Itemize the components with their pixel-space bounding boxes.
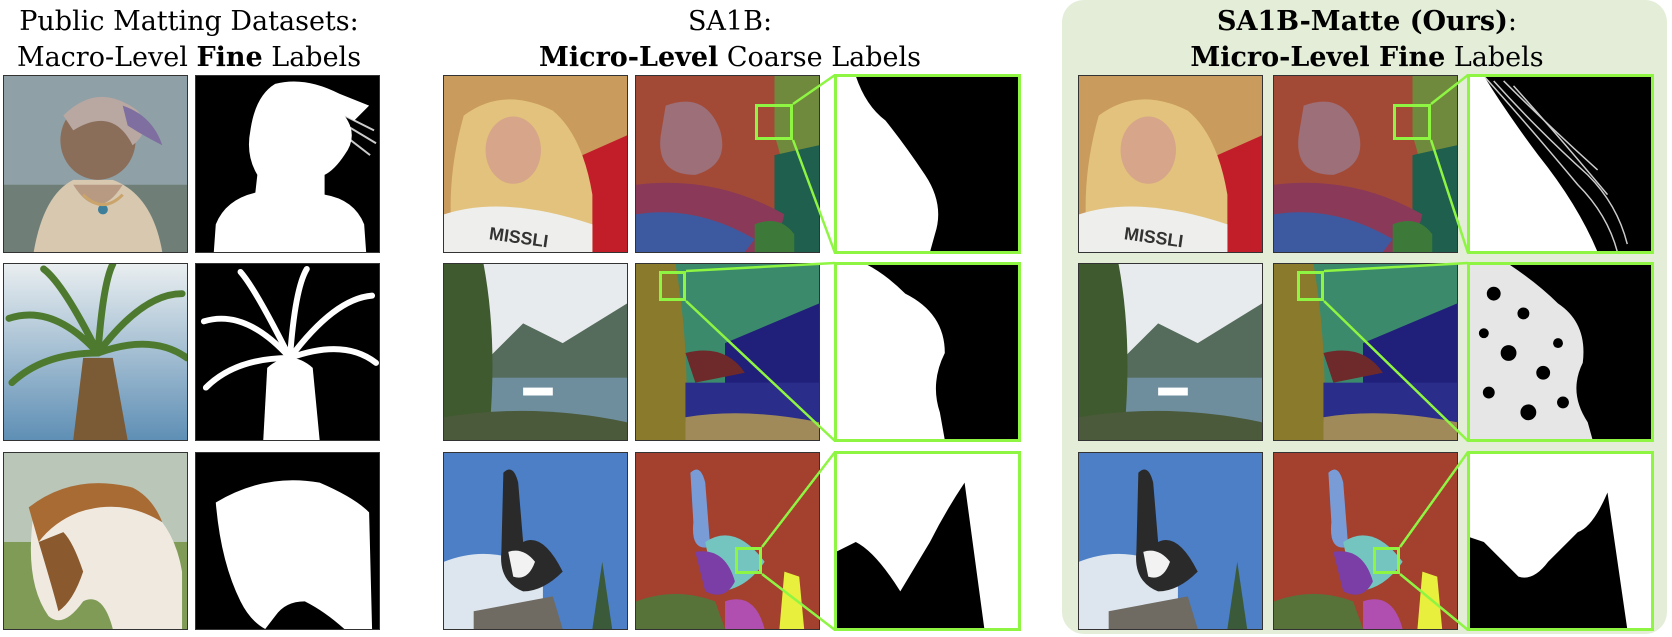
sa1b-row1-zoom-frame [834, 74, 1021, 254]
ours-row2-zoom-frame [1467, 262, 1654, 442]
ours-woman-segmentation [1273, 75, 1458, 253]
sa1b-woman-zoom-mask [835, 75, 1020, 253]
sa1b-row3-zoom-box [735, 547, 762, 574]
ours-row1-zoom-box [1393, 104, 1431, 140]
sa1b-woman-segmentation [635, 75, 820, 253]
sa1b-landscape-photo [443, 263, 628, 441]
woman-photo [3, 75, 188, 253]
right-column-title: SA1B-Matte (Ours): Micro-Level Fine Labe… [1190, 6, 1544, 73]
ours-woman-zoom-matte [1468, 75, 1653, 253]
palm-photo [3, 263, 188, 441]
sa1b-goose-photo [443, 452, 628, 630]
sa1b-goose-zoom-mask [835, 452, 1020, 630]
sa1b-row3-zoom-frame [834, 451, 1021, 631]
sa1b-woman-photo: MISSLI [443, 75, 628, 253]
ours-row3-zoom-box [1373, 547, 1400, 574]
horse-alpha-matte [195, 452, 380, 630]
ours-woman-photo: MISSLI [1078, 75, 1263, 253]
sa1b-row2-zoom-box [659, 271, 686, 301]
sa1b-landscape-zoom-mask [835, 263, 1020, 441]
ours-row3-zoom-frame [1467, 451, 1654, 631]
ours-landscape-photo [1078, 263, 1263, 441]
ours-landscape-zoom-matte [1468, 263, 1653, 441]
ours-goose-photo [1078, 452, 1263, 630]
horse-photo [3, 452, 188, 630]
middle-column-title: SA1B: Micro-Level Coarse Labels [538, 6, 921, 73]
palm-alpha-matte [195, 263, 380, 441]
left-column-title: Public Matting Datasets: Macro-Level Fin… [16, 6, 362, 73]
sa1b-row1-zoom-box [755, 104, 793, 140]
sa1b-row2-zoom-frame [834, 262, 1021, 442]
ours-goose-segmentation [1273, 452, 1458, 630]
ours-row1-zoom-frame [1467, 74, 1654, 254]
woman-alpha-matte [195, 75, 380, 253]
sa1b-goose-segmentation [635, 452, 820, 630]
ours-row2-zoom-box [1297, 271, 1324, 301]
